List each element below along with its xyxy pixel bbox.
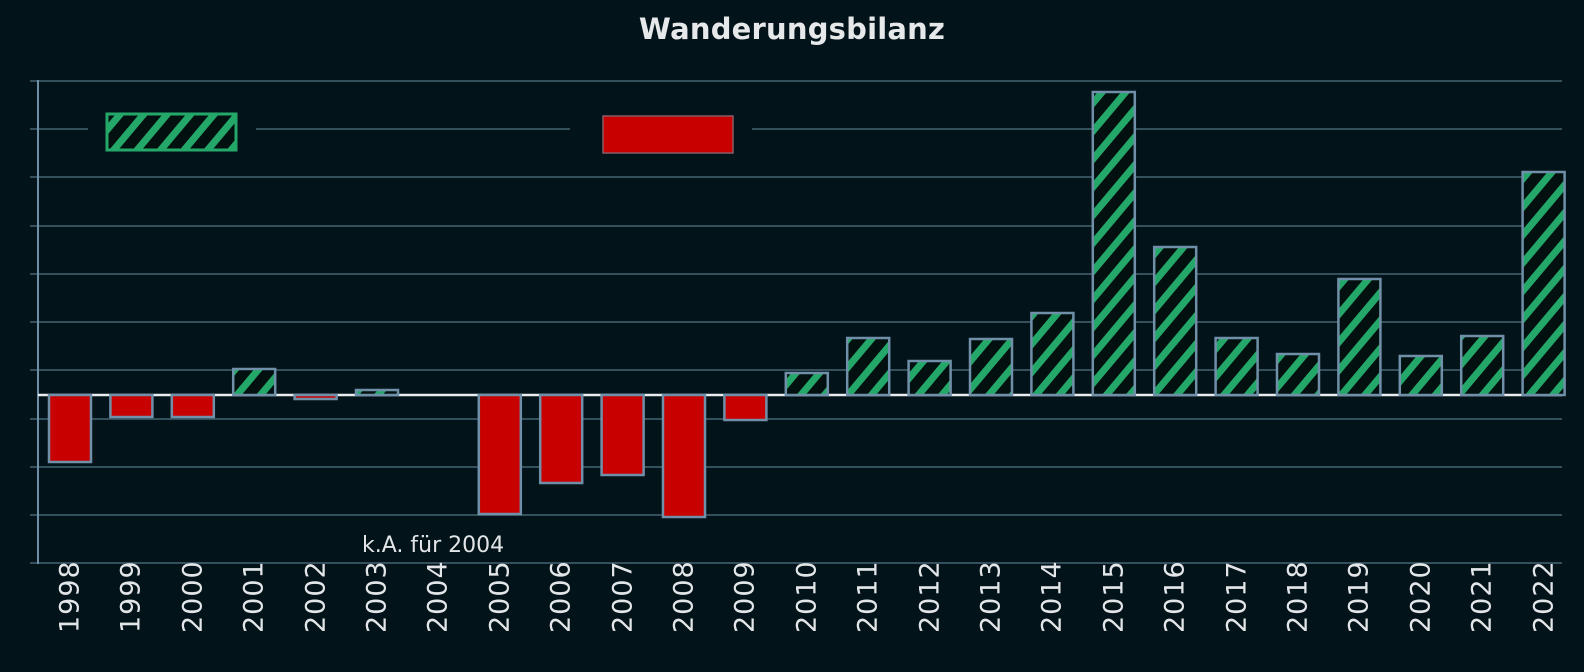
bar-2001 [231,367,277,397]
bar-2002 [293,393,338,401]
x-tick-label: 2021 [1466,560,1498,633]
bar-2000 [170,393,216,419]
bars [47,90,1566,519]
bar-2012 [907,359,952,397]
bar-2018 [1275,352,1321,397]
x-tick-label: 2017 [1221,560,1253,633]
bar-2010 [784,371,830,397]
bar-2022 [1521,170,1566,397]
x-tick-label: 2022 [1528,560,1560,633]
x-tick-label: 2009 [729,560,761,633]
x-tick-label: 2015 [1098,560,1130,633]
bar-1999 [109,393,154,419]
bar-2003 [354,388,400,397]
bar-1998 [47,393,93,464]
x-tick-label: 1998 [54,560,86,633]
bar-2015 [1091,90,1137,397]
x-tick-label: 2000 [177,560,209,633]
x-tick-label: 2011 [852,560,884,633]
x-tick-label: 2007 [607,560,639,633]
legend-swatch-negative [602,115,734,154]
x-tick-label: 2005 [484,560,516,633]
x-tick-label: 2013 [975,560,1007,633]
x-tick-label: 2002 [300,560,332,633]
legend [105,112,734,154]
x-tick-label: 2004 [422,560,454,633]
x-tick-label: 2018 [1282,560,1314,633]
x-tick-label: 2008 [668,560,700,633]
bar-2019 [1337,277,1382,397]
missing-data-note: k.A. für 2004 [362,533,505,558]
bar-2013 [968,337,1014,397]
x-tick-label: 2016 [1159,560,1191,633]
legend-swatch-positive [105,112,238,152]
x-tick-label: 2012 [914,560,946,633]
bar-2008 [661,393,707,519]
bar-2020 [1398,354,1444,397]
x-tick-label: 2019 [1343,560,1375,633]
chart-title: Wanderungsbilanz [638,12,946,46]
x-tick-label: 2001 [238,560,270,633]
bar-2009 [723,393,768,422]
bar-2007 [600,393,645,477]
bar-2017 [1214,336,1259,397]
gridlines [30,80,1562,564]
bar-2011 [845,336,891,397]
x-tick-label: 2020 [1405,560,1437,633]
x-tick-label: 2014 [1036,560,1068,633]
bar-2021 [1459,334,1505,397]
x-tick-label: 2003 [361,560,393,633]
x-tick-label: 1999 [115,560,147,633]
x-tick-label: 2010 [791,560,823,633]
bar-2014 [1030,311,1075,397]
bar-2006 [538,393,584,485]
bar-2005 [477,393,523,516]
x-tick-label: 2006 [545,560,577,633]
bar-2016 [1152,245,1198,397]
